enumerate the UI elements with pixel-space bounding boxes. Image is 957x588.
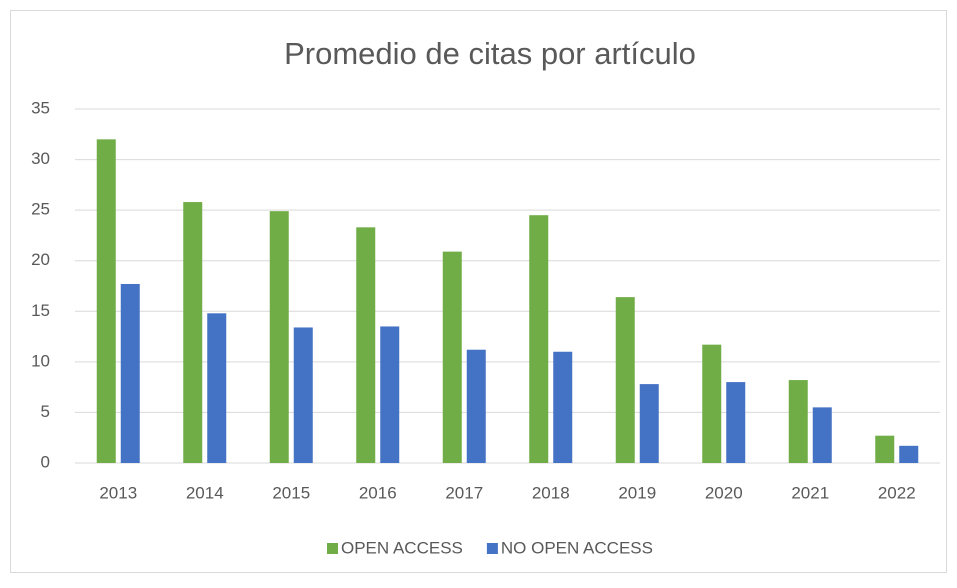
y-tick-label: 25 [31, 200, 50, 219]
x-tick-label: 2020 [705, 483, 743, 502]
x-tick-label: 2015 [272, 483, 310, 502]
x-tick-label: 2014 [186, 483, 224, 502]
bar [466, 349, 486, 463]
y-tick-label: 30 [31, 149, 50, 168]
x-tick-label: 2021 [791, 483, 829, 502]
bar [442, 251, 462, 463]
bar [293, 327, 313, 463]
x-tick-label: 2017 [445, 483, 483, 502]
legend-label: OPEN ACCESS [341, 538, 463, 557]
bar [120, 283, 140, 463]
legend-swatch [327, 543, 339, 554]
bar [356, 227, 376, 463]
bar [96, 139, 116, 464]
x-tick-label: 2022 [878, 483, 916, 502]
y-tick-label: 15 [31, 301, 50, 320]
y-tick-label: 20 [31, 250, 50, 269]
bar [380, 326, 400, 463]
bar [269, 211, 289, 463]
bar [726, 382, 746, 463]
chart-border [10, 10, 947, 573]
bar [702, 344, 722, 463]
bar [639, 384, 659, 463]
legend-swatch [486, 543, 498, 554]
y-tick-label: 0 [41, 452, 50, 471]
x-tick-label: 2019 [618, 483, 656, 502]
legend-label: NO OPEN ACCESS [501, 538, 653, 557]
x-tick-label: 2013 [99, 483, 137, 502]
bar [553, 351, 573, 463]
bar [207, 313, 227, 463]
bar [875, 435, 895, 463]
bar [529, 215, 549, 463]
bar [615, 297, 635, 463]
bar [183, 202, 203, 463]
bar [899, 445, 919, 463]
y-tick-label: 5 [41, 402, 50, 421]
y-tick-label: 35 [31, 98, 50, 117]
bar [812, 407, 832, 463]
bar [788, 380, 808, 463]
x-tick-label: 2018 [532, 483, 570, 502]
x-tick-label: 2016 [359, 483, 397, 502]
chart-title: Promedio de citas por artículo [284, 36, 696, 71]
y-tick-label: 10 [31, 351, 50, 370]
